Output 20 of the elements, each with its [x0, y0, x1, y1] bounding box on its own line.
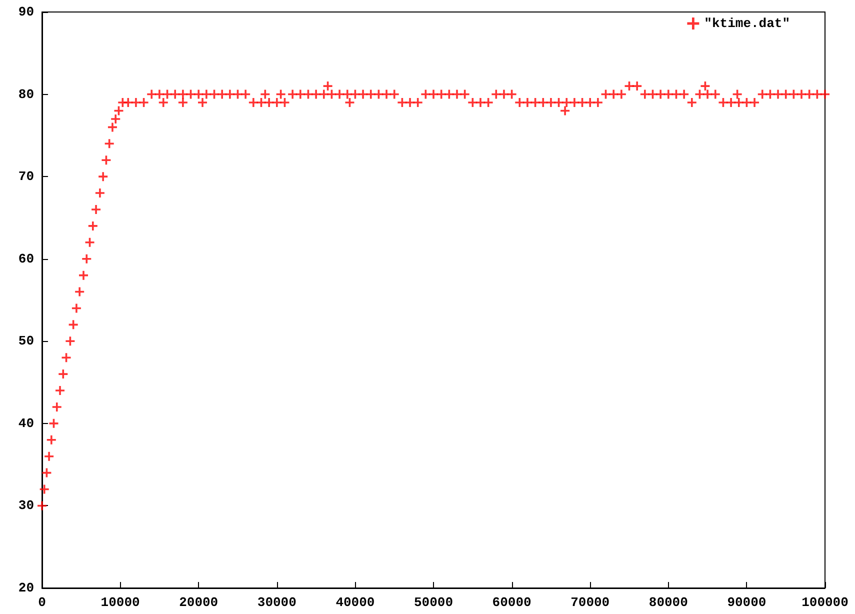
x-tick-label: 90000	[727, 595, 766, 610]
y-tick-label: 60	[18, 251, 34, 266]
x-tick-label: 30000	[257, 595, 297, 610]
y-tick-label: 20	[18, 580, 34, 596]
legend-label: "ktime.dat"	[704, 16, 790, 31]
x-tick-label: 10000	[100, 595, 140, 610]
x-tick-label: 40000	[336, 595, 375, 610]
x-tick-label: 20000	[179, 595, 218, 610]
x-tick-label: 60000	[492, 595, 532, 610]
x-tick-label: 50000	[414, 595, 454, 610]
y-tick-label: 50	[18, 334, 34, 349]
y-tick-label: 80	[18, 86, 34, 102]
x-tick-label: 80000	[648, 595, 688, 610]
y-tick-label: 70	[18, 169, 34, 184]
x-tick-label: 70000	[570, 595, 610, 610]
y-tick-label: 30	[18, 498, 34, 514]
y-tick-label: 40	[18, 416, 34, 431]
x-tick-label: 100000	[802, 595, 849, 610]
x-tick-label: 0	[38, 595, 46, 610]
y-tick-label: 90	[18, 4, 34, 20]
